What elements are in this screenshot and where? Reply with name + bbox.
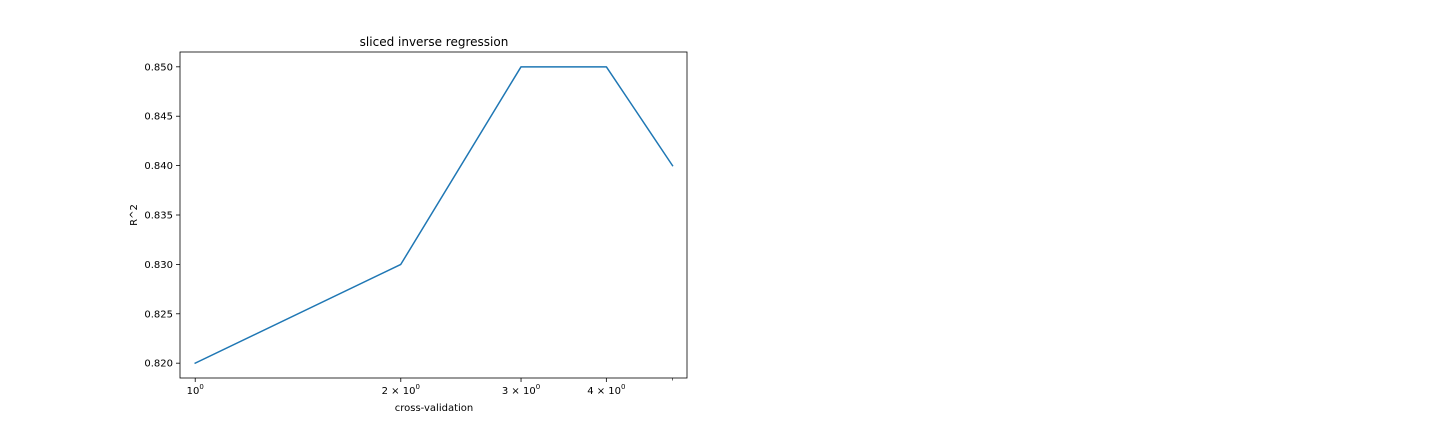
y-tick-label: 0.825 — [144, 309, 173, 320]
y-tick-label: 0.845 — [144, 112, 173, 123]
x-tick-label: 3 × 100 — [502, 383, 540, 397]
x-tick-label-exponent: 0 — [199, 383, 203, 391]
y-tick-label: 0.840 — [144, 161, 173, 172]
x-tick-label-base: 3 × 10 — [502, 386, 536, 397]
x-tick-label: 4 × 100 — [587, 383, 625, 397]
y-tick-label: 0.830 — [144, 260, 173, 271]
x-axis-label: cross-validation — [395, 403, 474, 414]
y-tick-label: 0.850 — [144, 62, 173, 73]
y-tick-label: 0.820 — [144, 359, 173, 370]
x-tick-label-exponent: 0 — [621, 383, 625, 391]
x-tick-label: 2 × 100 — [382, 383, 420, 397]
x-tick-label-base: 10 — [187, 386, 200, 397]
x-tick-label-exponent: 0 — [415, 383, 419, 391]
x-tick-label-base: 4 × 10 — [587, 386, 621, 397]
chart-title: sliced inverse regression — [360, 35, 509, 49]
x-tick-label-exponent: 0 — [536, 383, 540, 391]
y-axis-label: R^2 — [129, 204, 140, 226]
x-tick-label-base: 2 × 10 — [382, 386, 416, 397]
y-tick-label: 0.835 — [144, 211, 173, 222]
